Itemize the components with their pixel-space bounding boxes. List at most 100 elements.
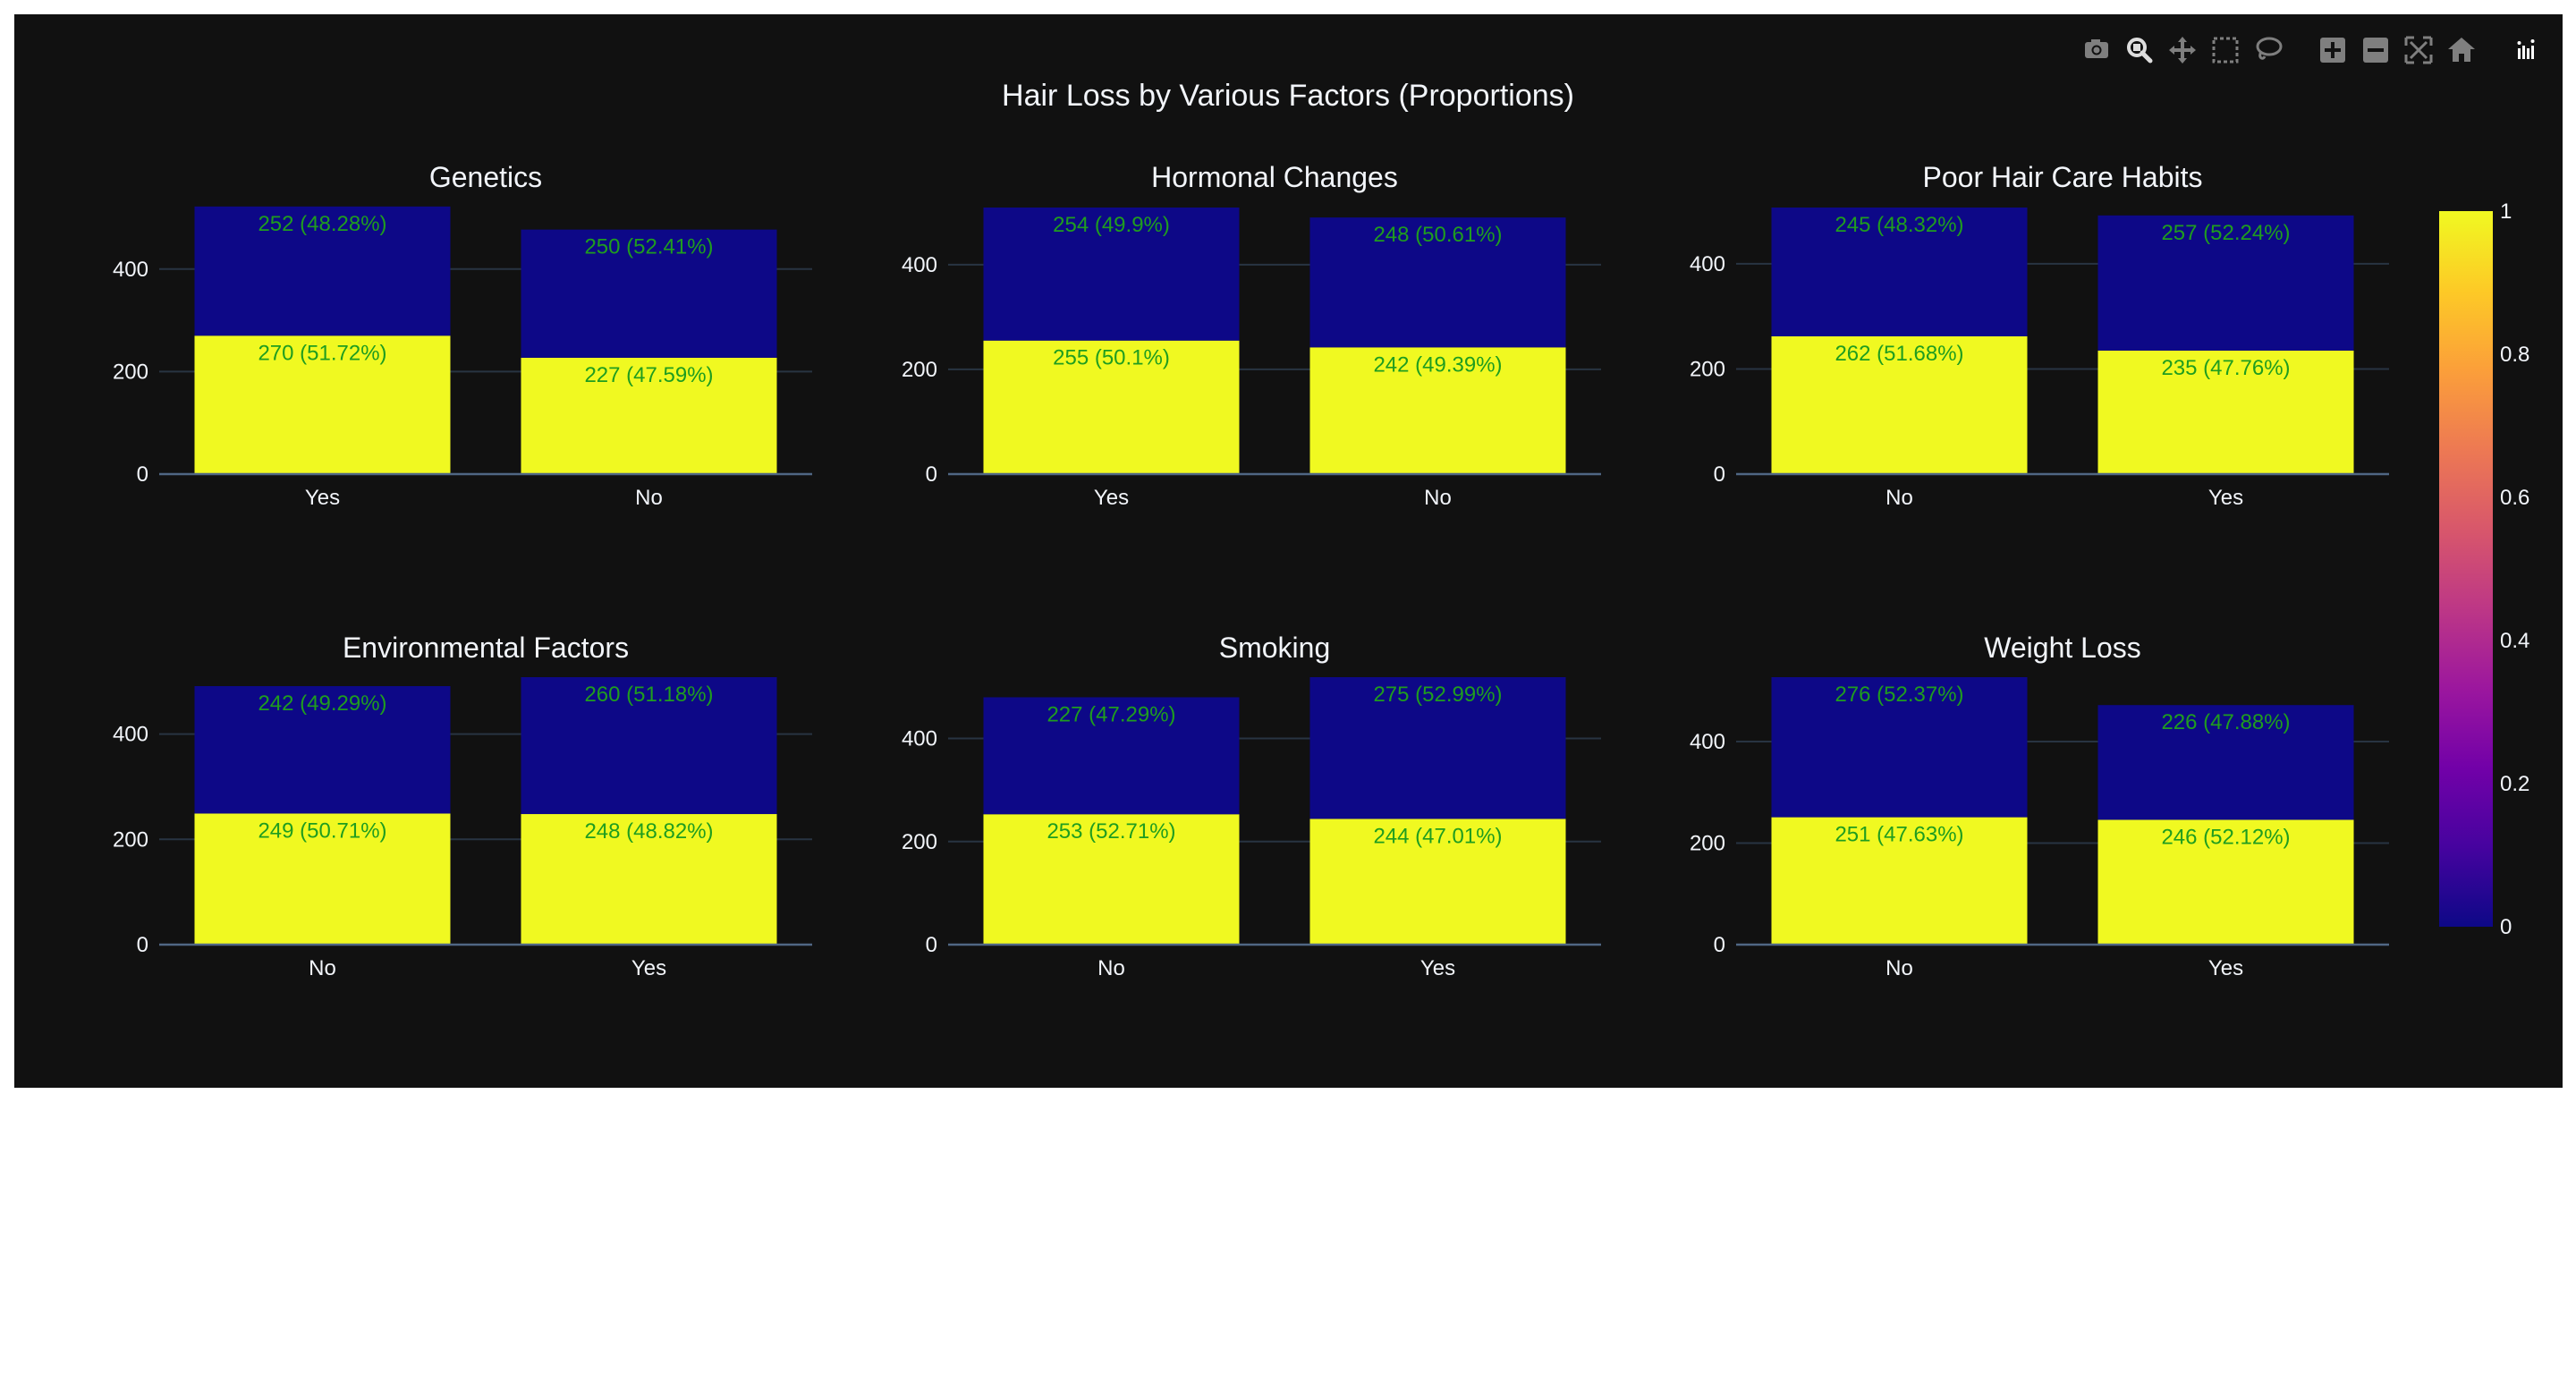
bar-segment <box>521 814 777 945</box>
bar-data-label: 242 (49.39%) <box>1373 352 1502 377</box>
bar-data-label: 227 (47.29%) <box>1046 702 1175 726</box>
bar-data-label: 262 (51.68%) <box>1835 342 1963 366</box>
y-tick-label: 200 <box>113 360 148 384</box>
colorbar-tick-label: 0.8 <box>2500 343 2529 367</box>
x-tick-label: Yes <box>305 486 340 510</box>
bar-segment <box>1771 817 2028 945</box>
y-tick-label: 400 <box>1690 730 1725 754</box>
y-tick-label: 400 <box>902 253 937 277</box>
bar-data-label: 254 (49.9%) <box>1053 213 1170 237</box>
bar-data-label: 252 (48.28%) <box>258 212 386 236</box>
bar-data-label: 257 (52.24%) <box>2161 221 2290 245</box>
colorbar-tick-label: 1 <box>2500 199 2512 224</box>
bar-data-label: 244 (47.01%) <box>1373 824 1502 848</box>
y-tick-label: 200 <box>902 830 937 854</box>
bar-data-label: 248 (48.82%) <box>584 819 713 844</box>
y-tick-label: 400 <box>902 727 937 751</box>
camera-icon[interactable] <box>2078 32 2115 68</box>
bar-segment <box>2097 215 2354 351</box>
zoom-out-icon[interactable] <box>2357 32 2394 68</box>
x-tick-label: Yes <box>1094 486 1129 510</box>
box-select-icon[interactable] <box>2207 32 2244 68</box>
x-tick-label: No <box>309 956 336 980</box>
y-tick-label: 200 <box>1690 357 1725 381</box>
x-tick-label: No <box>1424 486 1452 510</box>
plot-area: Hair Loss by Various Factors (Proportion… <box>14 14 2563 1088</box>
bar-data-label: 249 (50.71%) <box>258 818 386 843</box>
y-tick-label: 400 <box>113 723 148 747</box>
x-tick-label: Yes <box>1420 956 1455 980</box>
subplot-title: Smoking <box>1219 632 1331 664</box>
zoom-in-icon[interactable] <box>2314 32 2351 68</box>
bar-data-label: 276 (52.37%) <box>1835 683 1963 707</box>
subplot-title: Weight Loss <box>1984 632 2141 664</box>
bar-segment <box>194 206 451 336</box>
y-tick-label: 400 <box>1690 252 1725 276</box>
y-tick-label: 0 <box>1714 462 1725 487</box>
x-tick-label: Yes <box>2208 956 2243 980</box>
y-tick-label: 200 <box>902 358 937 382</box>
bar-segment <box>2097 705 2354 820</box>
y-tick-label: 0 <box>926 933 937 957</box>
x-tick-label: No <box>635 486 663 510</box>
bar-data-label: 235 (47.76%) <box>2161 356 2290 380</box>
subplot-title: Genetics <box>429 161 542 193</box>
bar-data-label: 246 (52.12%) <box>2161 825 2290 849</box>
x-tick-label: Yes <box>631 956 666 980</box>
subplot-environmental-factors: Environmental Factors 0 200 400 249 (50.71%)… <box>113 632 812 980</box>
colorbar-tick-label: 0.6 <box>2500 486 2529 510</box>
colorbar-tick-label: 0 <box>2500 915 2512 939</box>
subplot-poor-hair-care-habits: Poor Hair Care Habits 0 200 400 262 (51.68%)… <box>1690 161 2389 510</box>
subplot-weight-loss: Weight Loss 0 200 400 251 (47.63%) 276 (52.37… <box>1690 632 2389 980</box>
bar-segment <box>194 686 451 814</box>
bar-segment <box>2097 350 2354 474</box>
colorbar-gradient <box>2439 211 2493 927</box>
bar-segment <box>521 229 777 358</box>
bar-data-label: 242 (49.29%) <box>258 691 386 716</box>
bar-data-label: 250 (52.41%) <box>584 235 713 259</box>
plotly-logo-icon[interactable] <box>2507 32 2545 68</box>
bar-segment <box>1309 818 1566 945</box>
x-tick-label: No <box>1885 486 1913 510</box>
bar-segment <box>1309 347 1566 474</box>
bar-data-label: 251 (47.63%) <box>1835 823 1963 847</box>
bar-segment <box>1771 336 2028 474</box>
subplot-title: Hormonal Changes <box>1151 161 1398 193</box>
y-tick-label: 0 <box>1714 933 1725 957</box>
zoom-icon[interactable] <box>2121 32 2158 68</box>
subplot-genetics: Genetics 0 200 400 270 (51.72%) 252 (48.28%) Y… <box>113 161 812 510</box>
bar-segment <box>983 340 1240 474</box>
bar-segment <box>521 357 777 474</box>
bar-segment <box>983 697 1240 815</box>
bar-segment <box>983 814 1240 945</box>
bar-data-label: 245 (48.32%) <box>1835 213 1963 237</box>
x-tick-label: Yes <box>2208 486 2243 510</box>
bar-data-label: 270 (51.72%) <box>258 341 386 365</box>
y-tick-label: 0 <box>137 933 148 957</box>
subplot-smoking: Smoking 0 200 400 253 (52.71%) 227 (47.29%) No… <box>902 632 1601 980</box>
reset-axes-icon[interactable] <box>2443 32 2480 68</box>
y-tick-label: 0 <box>137 462 148 487</box>
y-tick-label: 200 <box>1690 832 1725 856</box>
lasso-select-icon[interactable] <box>2250 32 2287 68</box>
bar-segment <box>1771 208 2028 337</box>
bar-segment <box>1309 217 1566 348</box>
bar-segment <box>1771 677 2028 818</box>
bar-segment <box>983 208 1240 341</box>
subplot-hormonal-changes: Hormonal Changes 0 200 400 255 (50.1%) 254 (4… <box>902 161 1601 510</box>
bar-segment <box>194 813 451 945</box>
bar-data-label: 248 (50.61%) <box>1373 223 1502 247</box>
bar-data-label: 255 (50.1%) <box>1053 346 1170 370</box>
chart-title: Hair Loss by Various Factors (Proportion… <box>1002 79 1574 113</box>
pan-icon[interactable] <box>2164 32 2201 68</box>
bar-segment <box>194 335 451 474</box>
autoscale-icon[interactable] <box>2400 32 2437 68</box>
colorbar-tick-label: 0.2 <box>2500 772 2529 796</box>
colorbar: 0 0.2 0.4 0.6 0.8 1 <box>2439 199 2529 939</box>
subplot-title: Environmental Factors <box>343 632 629 664</box>
y-tick-label: 200 <box>113 827 148 852</box>
chart: Hair Loss by Various Factors (Proportion… <box>113 79 2529 980</box>
x-tick-label: No <box>1097 956 1125 980</box>
subplot-title: Poor Hair Care Habits <box>1923 161 2203 193</box>
bar-data-label: 260 (51.18%) <box>584 683 713 707</box>
